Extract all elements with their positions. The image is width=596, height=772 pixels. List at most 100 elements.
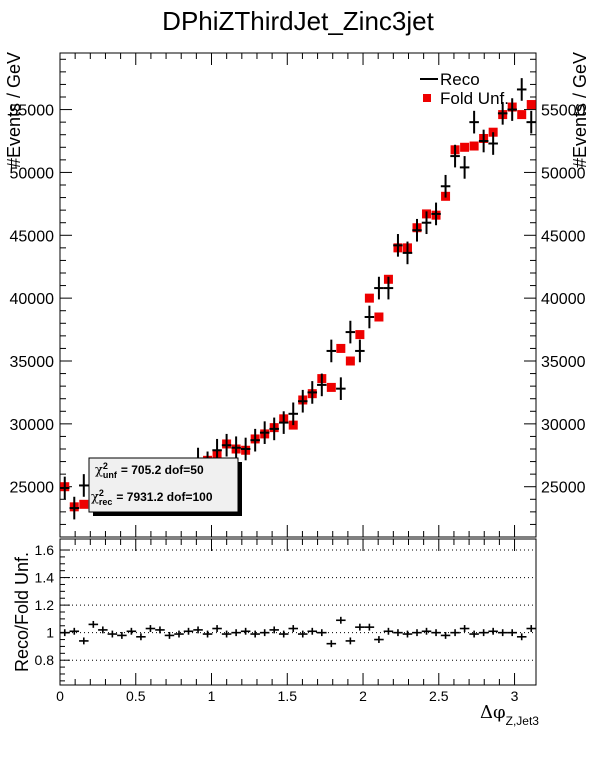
bottom-y-ticks: 0.8 1 1.2 1.4 1.6 [35, 542, 70, 682]
chi2-unf-value: = 705.2 dof=50 [121, 463, 204, 477]
bottom-x-ticks: 0 0.5 1 1.5 2 2.5 3 [56, 539, 519, 704]
top-ytick-label-right-4: 45000 [541, 228, 586, 245]
top-ytick-label-right-2: 35000 [541, 354, 586, 371]
bottom-ytick-label-3: 1.4 [35, 570, 55, 586]
ratio-point [126, 627, 137, 635]
reco-point [278, 411, 289, 434]
bottom-ytick-label-1: 1 [46, 625, 54, 641]
x-axis-label-main: Δφ [480, 702, 506, 723]
chi2-rec-sup: 2 [99, 488, 104, 498]
ratio-point [307, 627, 318, 635]
reco-point [364, 305, 375, 329]
top-ytick-label-0: 25000 [10, 480, 55, 497]
ratio-point [155, 626, 165, 634]
foldunf-point [469, 141, 479, 151]
reco-point [69, 496, 80, 520]
top-panel: 25000 25000 30000 30000 35000 35000 40000 40000… [4, 52, 590, 538]
foldunf-point [79, 499, 89, 509]
top-x-ticks [59, 53, 516, 537]
ratio-point [240, 627, 251, 635]
ratio-point [117, 631, 127, 639]
chi2-unf-symbol: χ [95, 463, 103, 478]
reco-point [221, 433, 232, 457]
ratio-point [516, 633, 527, 641]
ratio-point [231, 629, 241, 637]
legend-foldunf-marker [423, 94, 431, 102]
chi2-unf-sub: unf [103, 470, 118, 480]
top-ytick-label-right-0: 25000 [541, 480, 586, 497]
ratio-point [202, 630, 213, 638]
top-ytick-label-5: 50000 [10, 165, 55, 182]
top-ytick-label-6: 55000 [10, 103, 55, 120]
ratio-point [526, 625, 537, 632]
top-y-ticks: 25000 25000 30000 30000 35000 35000 40000 40000… [10, 58, 586, 525]
bottom-xtick-label-2: 1 [208, 688, 216, 704]
ratio-point [221, 630, 232, 638]
ratio-point [345, 637, 356, 645]
foldunf-point [336, 343, 346, 353]
foldunf-point [374, 312, 384, 322]
ratio-point [250, 630, 260, 638]
ratio-point [107, 630, 118, 638]
reco-point [288, 402, 299, 426]
ratio-point [374, 636, 384, 643]
reco-point [516, 78, 527, 101]
reco-point [269, 417, 279, 441]
ratio-point [440, 631, 451, 639]
ratio-point [269, 626, 279, 634]
ratio-point [288, 625, 299, 632]
foldunf-point [460, 142, 470, 152]
foldunf-point [355, 330, 365, 340]
bottom-xtick-label-4: 2 [359, 688, 367, 704]
reco-point [345, 320, 356, 344]
reco-point [488, 132, 498, 155]
reco-point [421, 211, 432, 235]
top-ytick-label-right-1: 30000 [541, 417, 586, 434]
reco-point [259, 421, 270, 444]
bottom-ytick-label-0: 0.8 [35, 652, 55, 668]
ratio-point [278, 630, 289, 638]
ratio-point [393, 629, 403, 637]
ratio-point [488, 627, 498, 635]
ratio-point [212, 625, 222, 632]
bottom-xtick-label-6: 3 [511, 688, 519, 704]
bottom-xtick-label-3: 1.5 [278, 688, 298, 704]
reco-point [355, 339, 365, 363]
reco-point [440, 174, 451, 198]
reco-point [326, 339, 337, 363]
reco-point [402, 241, 413, 265]
reco-point [469, 110, 479, 134]
reco-point [79, 474, 89, 497]
bottom-data-marks [59, 616, 537, 648]
ratio-point [259, 629, 270, 637]
reco-point [507, 98, 517, 121]
ratio-point [364, 623, 375, 631]
top-ytick-label-4: 45000 [10, 228, 55, 245]
bottom-ytick-label-2: 1.2 [35, 597, 55, 613]
chi2-rec-line: χ2 rec = 7931.2 dof=100 [91, 488, 213, 507]
chi2-rec-sub: rec [99, 497, 113, 507]
legend-foldunf-label: Fold Unf. [440, 89, 509, 108]
ratio-point [507, 629, 517, 637]
legend-reco-label: Reco [440, 70, 480, 89]
bottom-xtick-label-0: 0 [56, 688, 64, 704]
bottom-xtick-label-5: 2.5 [429, 688, 449, 704]
bottom-x-axis-label: ΔφZ,Jet3 [480, 702, 539, 728]
reco-point [240, 437, 251, 461]
ratio-point [297, 630, 308, 638]
ratio-point [88, 620, 99, 628]
reco-point [59, 476, 70, 500]
top-y-axis-label-right: #Events / GeV [570, 52, 590, 168]
ratio-point [336, 616, 346, 624]
chi2-unf-sup: 2 [103, 461, 108, 471]
top-ytick-label-1: 30000 [10, 417, 55, 434]
reco-point [497, 102, 508, 125]
foldunf-point [364, 293, 374, 303]
reco-point [317, 373, 327, 397]
ratio-point [98, 626, 108, 634]
ratio-point [59, 629, 70, 637]
ratio-point [326, 640, 337, 648]
top-y-axis-label: #Events / GeV [4, 52, 24, 168]
top-ytick-label-right-5: 50000 [541, 165, 586, 182]
